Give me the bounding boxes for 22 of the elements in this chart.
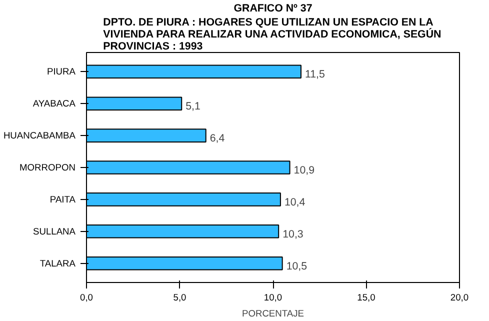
x-tick-label: 10,0 [264,292,282,302]
y-tick-label: SULLANA [32,226,76,236]
data-label: 10,5 [286,260,308,272]
chart-subtitle: DPTO. DE PIURA : HOGARES QUE UTILIZAN UN ESPACIO EN LA VIVIENDA PARA REALIZAR UNA ACTIVIDAD ECONOMICA, SEGÚN PROVINCIAS : 1993 [103,16,442,52]
chart-title: GRAFICO Nº 37 [234,2,312,14]
x-tick-label: 5,0 [173,292,186,302]
data-label: 10,9 [294,164,315,176]
y-tick-label: MORROPON [20,162,76,172]
data-label: 6,4 [210,132,225,145]
y-tick-label: AYABACA [32,98,76,109]
x-tick-label: 20,0 [450,292,469,302]
y-tick-label: TALARA [40,258,76,268]
data-label: 11,5 [304,68,325,81]
x-tick-label: 0,0 [80,292,93,302]
data-label: 10,3 [282,228,304,240]
data-label: 10,4 [284,196,306,208]
x-axis-title: PORCENTAJE [242,308,304,318]
data-label: 5,1 [186,100,200,113]
y-tick-label: PAITA [50,194,76,204]
y-tick-label: HUANCABAMBA [3,130,76,141]
x-tick-label: 15,0 [357,292,376,302]
y-tick-label: PIURA [46,66,76,77]
